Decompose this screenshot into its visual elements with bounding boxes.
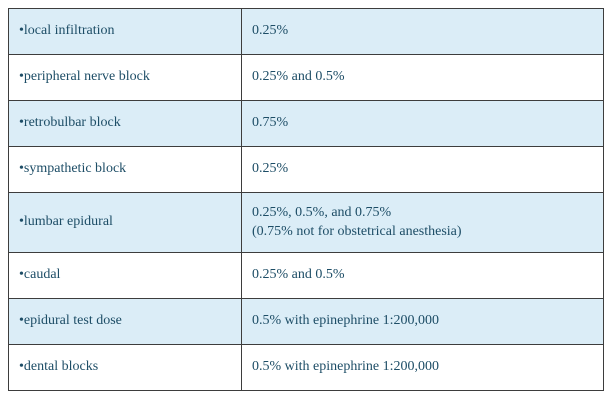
row-label: •sympathetic block	[8, 146, 242, 193]
row-value: 0.25% and 0.5%	[241, 252, 604, 299]
row-label: •epidural test dose	[8, 298, 242, 345]
row-value: 0.5% with epinephrine 1:200,000	[241, 298, 604, 345]
row-label: •retrobulbar block	[8, 100, 242, 147]
row-value: 0.5% with epinephrine 1:200,000	[241, 344, 604, 391]
table-row: •peripheral nerve block 0.25% and 0.5%	[8, 54, 604, 101]
dosage-table-body: •local infiltration 0.25% •peripheral ne…	[8, 8, 604, 391]
dosage-table: •local infiltration 0.25% •peripheral ne…	[8, 8, 604, 391]
table-row: •retrobulbar block 0.75%	[8, 100, 604, 147]
row-value: 0.25%, 0.5%, and 0.75% (0.75% not for ob…	[241, 192, 604, 253]
row-value: 0.25%	[241, 146, 604, 193]
table-row: •dental blocks 0.5% with epinephrine 1:2…	[8, 344, 604, 391]
row-label: •peripheral nerve block	[8, 54, 242, 101]
row-label: •dental blocks	[8, 344, 242, 391]
table-row: •lumbar epidural 0.25%, 0.5%, and 0.75% …	[8, 192, 604, 253]
row-label: •caudal	[8, 252, 242, 299]
row-value: 0.75%	[241, 100, 604, 147]
row-label: •lumbar epidural	[8, 192, 242, 253]
table-row: •caudal 0.25% and 0.5%	[8, 252, 604, 299]
table-row: •epidural test dose 0.5% with epinephrin…	[8, 298, 604, 345]
row-value: 0.25% and 0.5%	[241, 54, 604, 101]
table-row: •sympathetic block 0.25%	[8, 146, 604, 193]
row-label: •local infiltration	[8, 8, 242, 55]
row-value: 0.25%	[241, 8, 604, 55]
table-row: •local infiltration 0.25%	[8, 8, 604, 55]
